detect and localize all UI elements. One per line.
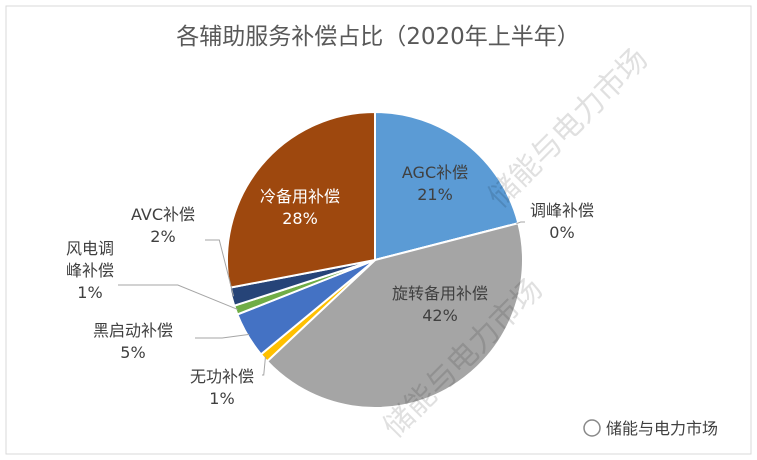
slice-value-label: 28% — [282, 209, 318, 228]
wechat-icon — [583, 419, 601, 437]
slice-value-label: 0% — [549, 223, 575, 242]
pie-slice — [265, 221, 524, 409]
pie-slice — [374, 110, 520, 262]
source-label: 储能与电力市场 — [606, 419, 718, 438]
slice-value-label: 2% — [150, 227, 176, 246]
slice-value-label: 5% — [120, 343, 146, 362]
slice-label: 冷备用补偿 — [259, 187, 340, 206]
leader-line — [262, 356, 266, 376]
slice-value-label: 1% — [77, 283, 103, 302]
slice-value-label: 1% — [209, 389, 235, 408]
slice-value-label: 21% — [417, 185, 453, 204]
slice-label: 调峰补偿 — [529, 201, 594, 220]
slice-label: AVC补偿 — [130, 205, 196, 224]
leader-line — [195, 333, 250, 339]
chart-title: 各辅助服务补偿占比（2020年上半年） — [176, 24, 580, 50]
slice-label: 黑启动补偿 — [92, 321, 173, 340]
slice-label: 无功补偿 — [189, 367, 254, 386]
pie-slice — [226, 110, 376, 289]
leader-line — [516, 221, 525, 225]
slice-value-label: 42% — [422, 306, 458, 325]
leader-line — [118, 284, 238, 310]
slice-label: AGC补偿 — [401, 163, 469, 182]
slice-label: 旋转备用补偿 — [391, 284, 488, 303]
slice-label: 风电调峰补偿 — [65, 239, 114, 280]
leader-line — [205, 239, 235, 297]
